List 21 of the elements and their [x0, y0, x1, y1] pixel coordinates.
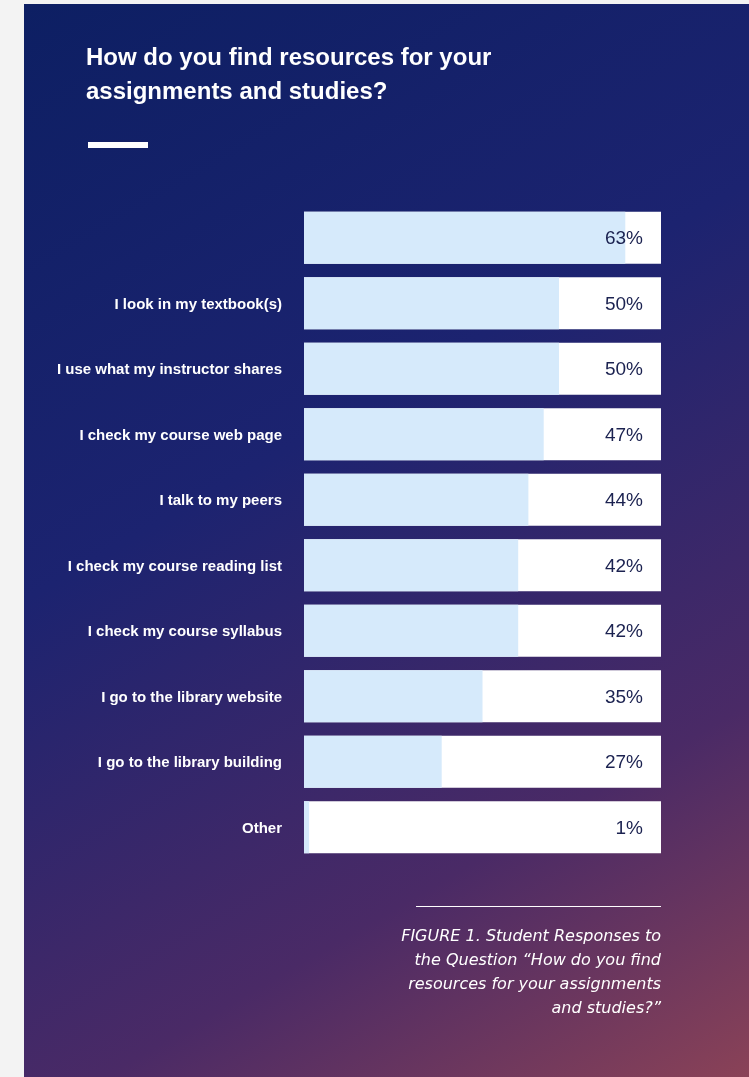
caption: FIGURE 1. Student Responses to the Question “How do you find resources for your assignments and studies?” [400, 925, 661, 1019]
data-label: 44% [604, 489, 644, 511]
data-label: 50% [604, 292, 644, 314]
y-tick-label: I check my course web page [79, 425, 282, 443]
y-tick-label: I go to the library website [101, 687, 282, 705]
y-tick-label: I use what my instructor shares [56, 360, 282, 378]
data-label: 27% [604, 751, 644, 773]
data-label: 50% [604, 358, 644, 380]
data-label: 63% [604, 227, 644, 249]
chart-title: How do you find resources for your assignments and studies? [86, 42, 493, 106]
data-label: 42% [604, 620, 644, 642]
y-tick-label: I look in my textbook(s) [114, 294, 282, 312]
data-label: 1% [615, 816, 644, 838]
y-tick-label: I go to the library building [97, 753, 282, 771]
data-label: 47% [604, 423, 644, 445]
y-tick-label: I talk to my peers [159, 491, 282, 509]
data-label: 35% [604, 685, 644, 707]
data-label: 42% [604, 554, 644, 576]
y-tick-label: Other [241, 818, 283, 836]
y-tick-label: I check my course syllabus [87, 622, 282, 640]
y-tick-label: I check my course reading list [67, 556, 282, 574]
